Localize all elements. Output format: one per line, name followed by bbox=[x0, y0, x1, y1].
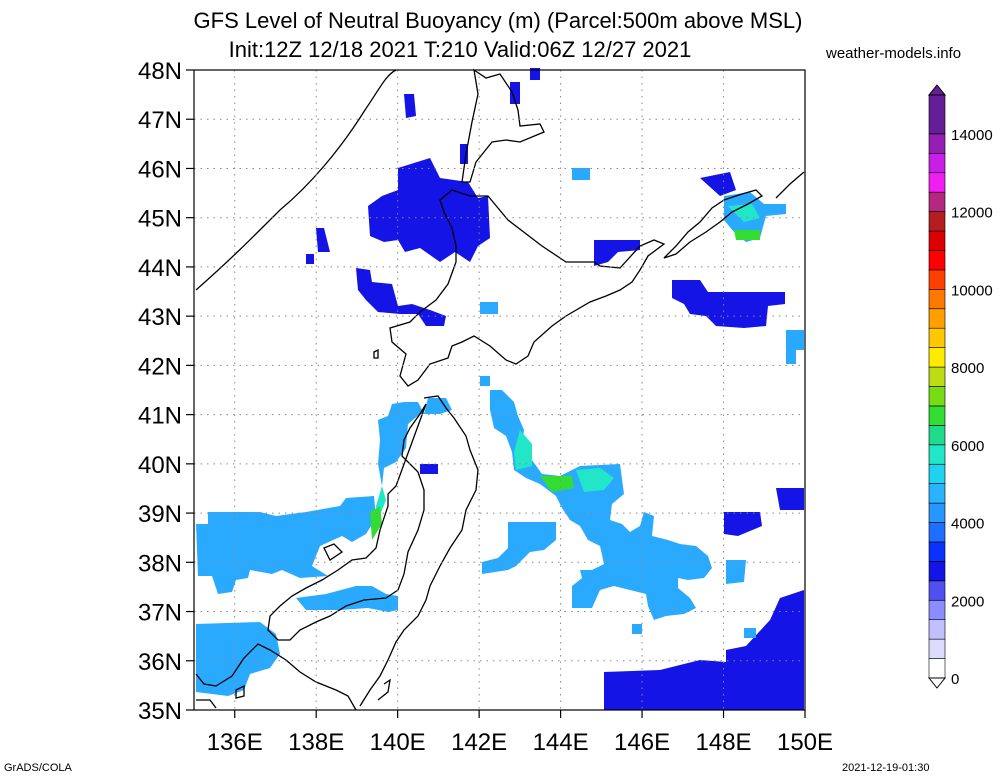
colorbar-swatch bbox=[928, 153, 946, 174]
lon-label: 150E bbox=[777, 729, 833, 756]
colorbar-swatch bbox=[928, 366, 946, 387]
chart-subtitle: Init:12Z 12/18 2021 T:210 Valid:06Z 12/2… bbox=[228, 37, 692, 62]
site-credit: weather-models.info bbox=[826, 45, 962, 62]
colorbar-swatch bbox=[928, 172, 946, 193]
lat-label: 38N bbox=[138, 550, 182, 577]
buoyancy-field bbox=[196, 68, 804, 710]
colorbar-swatch bbox=[928, 658, 946, 679]
lat-label: 43N bbox=[138, 304, 182, 331]
colorbar-label: 8000 bbox=[951, 360, 984, 377]
chart-title: GFS Level of Neutral Buoyancy (m) (Parce… bbox=[193, 8, 803, 33]
colorbar-swatch bbox=[928, 308, 946, 329]
colorbar-swatch bbox=[928, 425, 946, 446]
colorbar-label: 6000 bbox=[951, 438, 984, 455]
lat-label: 48N bbox=[138, 58, 182, 85]
colorbar-swatch bbox=[928, 561, 946, 582]
colorbar-low-arrow bbox=[927, 677, 947, 689]
colorbar-label: 0 bbox=[951, 671, 959, 688]
colorbar-swatch bbox=[928, 94, 946, 135]
lon-label: 138E bbox=[288, 729, 344, 756]
lat-label: 46N bbox=[138, 156, 182, 183]
lat-lon-grid bbox=[194, 70, 805, 710]
lon-label: 142E bbox=[451, 729, 507, 756]
lat-label: 41N bbox=[138, 403, 182, 430]
lon-label: 140E bbox=[370, 729, 426, 756]
lat-label: 47N bbox=[138, 107, 182, 134]
colorbar-swatch bbox=[928, 250, 946, 271]
lat-label: 35N bbox=[138, 698, 182, 725]
colorbar-swatch bbox=[928, 191, 946, 212]
colorbar-swatch bbox=[928, 522, 946, 543]
latitude-labels: 48N 47N 46N 45N 44N 43N 42N 41N 40N 39N 38N 37N 36N 3… bbox=[138, 58, 194, 725]
lon-label: 136E bbox=[207, 729, 263, 756]
colorbar-swatch bbox=[928, 211, 946, 232]
lat-label: 40N bbox=[138, 452, 182, 479]
colorbar-swatch bbox=[928, 289, 946, 310]
colorbar-swatch bbox=[928, 599, 946, 620]
colorbar-swatch bbox=[928, 405, 946, 426]
coastline bbox=[195, 68, 805, 711]
lon-label: 144E bbox=[533, 729, 589, 756]
footer-software: GrADS/COLA bbox=[4, 762, 72, 774]
lat-label: 39N bbox=[138, 501, 182, 528]
colorbar-label: 12000 bbox=[951, 205, 993, 222]
colorbar-label: 4000 bbox=[951, 516, 984, 533]
colorbar-high-arrow bbox=[927, 84, 947, 96]
longitude-labels: 136E 138E 140E 142E 144E 146E 148E 150E bbox=[207, 710, 833, 756]
lon-label: 146E bbox=[614, 729, 670, 756]
footer-timestamp: 2021-12-19-01:30 bbox=[842, 762, 930, 774]
lat-label: 36N bbox=[138, 649, 182, 676]
colorbar: 0 2000 4000 6000 8000 10000 12000 14000 bbox=[927, 84, 993, 689]
colorbar-swatch bbox=[928, 386, 946, 407]
colorbar-swatch bbox=[928, 269, 946, 290]
colorbar-swatch bbox=[928, 347, 946, 368]
colorbar-swatch bbox=[928, 444, 946, 465]
colorbar-swatch bbox=[928, 230, 946, 251]
colorbar-label: 10000 bbox=[951, 282, 993, 299]
colorbar-label: 2000 bbox=[951, 593, 984, 610]
colorbar-swatch bbox=[928, 541, 946, 562]
colorbar-swatch bbox=[928, 463, 946, 484]
colorbar-label: 14000 bbox=[951, 127, 993, 144]
colorbar-swatch bbox=[928, 580, 946, 601]
colorbar-swatch bbox=[928, 619, 946, 640]
colorbar-swatch bbox=[928, 133, 946, 154]
lon-label: 148E bbox=[696, 729, 752, 756]
colorbar-swatch bbox=[928, 327, 946, 348]
lat-label: 44N bbox=[138, 255, 182, 282]
lat-label: 42N bbox=[138, 353, 182, 380]
colorbar-swatch bbox=[928, 502, 946, 523]
lat-label: 45N bbox=[138, 206, 182, 233]
map-frame bbox=[193, 69, 806, 711]
colorbar-swatch bbox=[928, 483, 946, 504]
lat-label: 37N bbox=[138, 600, 182, 627]
colorbar-swatch bbox=[928, 638, 946, 659]
